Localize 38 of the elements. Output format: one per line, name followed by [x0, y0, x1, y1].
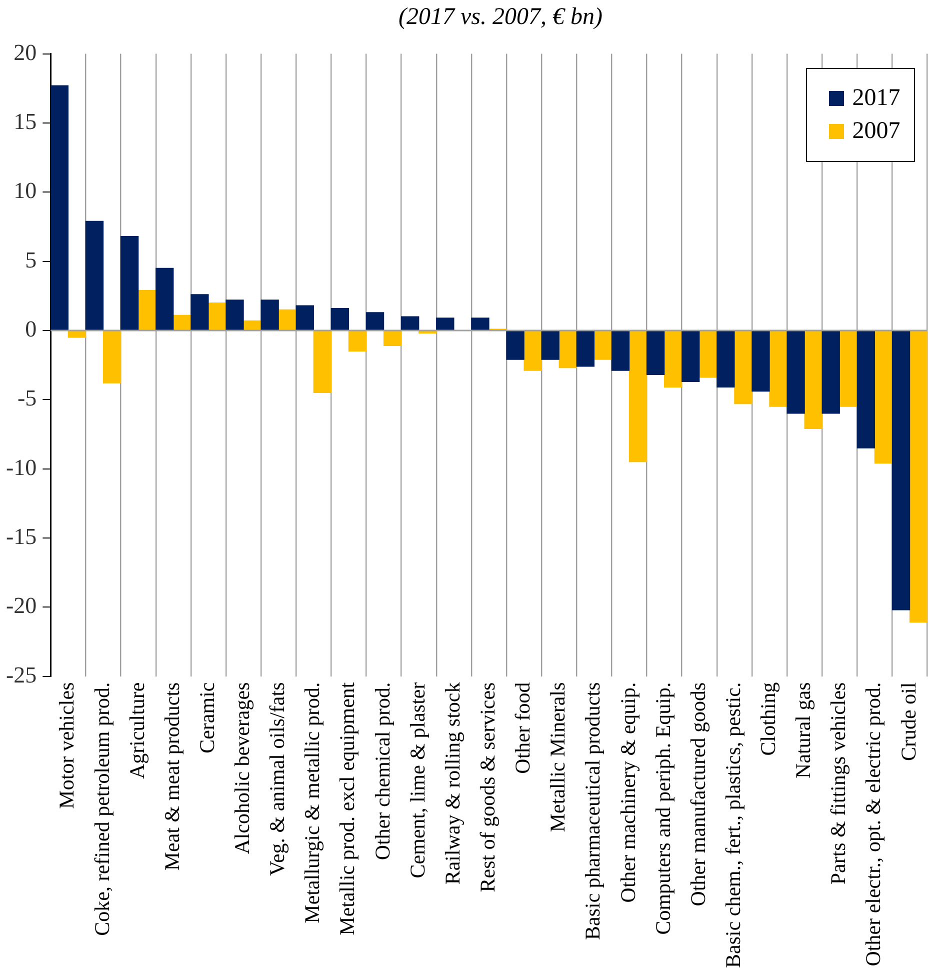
x-tick-label: Basic chem., fert., plastics, pestic.	[720, 682, 745, 968]
x-tick-label: Coke, refined petroleum prod.	[90, 682, 114, 936]
x-tick-label: Crude oil	[896, 682, 920, 762]
legend-label: 2007	[852, 118, 900, 145]
x-tick-label: Rest of goods & services	[475, 682, 500, 892]
x-tick-label: Cement, lime & plaster	[405, 682, 430, 878]
y-tick-label: -10	[6, 454, 37, 480]
y-tick-label: 15	[14, 109, 37, 134]
x-tick-label: Ceramic	[194, 682, 219, 754]
chart-title: (2017 vs. 2007, € bn)	[398, 3, 604, 32]
x-tick-label: Basic pharmaceutical products	[580, 682, 605, 940]
y-tick-label: -5	[17, 386, 37, 411]
x-tick-label: Other machinery & equip.	[616, 682, 640, 903]
x-tick-label: Metallic prod. excl equipment	[335, 682, 360, 936]
y-tick-label: -25	[6, 662, 37, 688]
y-tick-label: -20	[6, 593, 37, 618]
x-tick-label: Meat & meat products	[160, 682, 184, 871]
x-tick-label: Alcoholic beverages	[230, 682, 254, 854]
x-tick-label: Metallurgic & metallic prod.	[300, 682, 324, 924]
y-tick-label: -15	[6, 524, 37, 549]
x-tick-label: Other electr., opt. & electric prod.	[861, 682, 886, 966]
x-tick-label: Parts & fittings vehicles	[826, 682, 850, 885]
legend-label: 2017	[852, 84, 900, 112]
y-tick-label: 10	[14, 178, 37, 204]
x-tick-label: Metallic Minerals	[546, 682, 570, 832]
y-tick-label: 5	[25, 247, 37, 272]
x-tick-label: Railway & rolling stock	[440, 682, 464, 885]
x-tick-label: Clothing	[756, 682, 780, 756]
x-tick-label: Other chemical prod.	[370, 682, 394, 860]
x-tick-label: Motor vehicles	[54, 682, 79, 809]
y-tick-label: 20	[14, 40, 37, 65]
x-tick-label: Other manufactured goods	[686, 682, 710, 906]
x-tick-label: Agriculture	[124, 682, 149, 780]
x-tick-label: Veg. & animal oils/fats	[265, 682, 290, 876]
x-tick-label: Computers and periph. Equip.	[650, 682, 675, 935]
x-tick-label: Natural gas	[791, 682, 816, 778]
y-tick-label: 0	[25, 316, 37, 342]
x-tick-label: Other food	[510, 682, 535, 774]
